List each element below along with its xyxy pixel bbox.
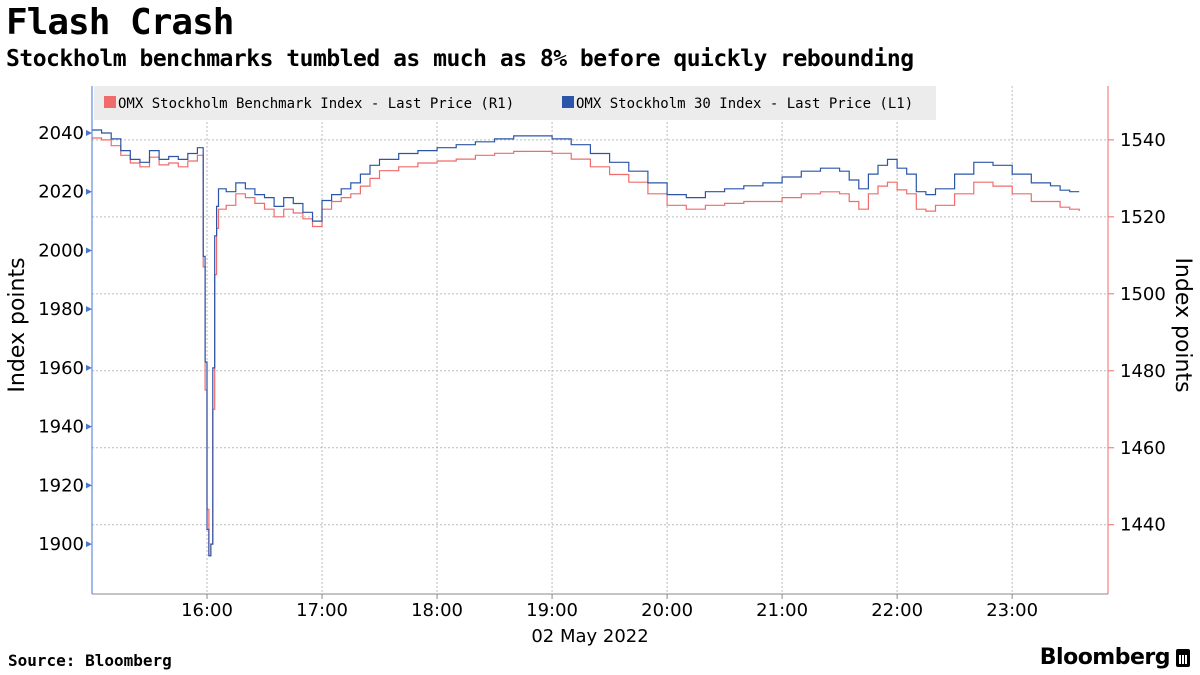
x-tick-label: 21:00: [756, 600, 808, 621]
legend-swatch-omx30: [562, 96, 574, 108]
y-left-tick-label: 1940: [38, 417, 84, 438]
y-left-tick: [86, 364, 92, 371]
x-tick-label: 18:00: [411, 600, 463, 621]
legend-swatch-benchmark: [104, 96, 116, 108]
y-left-tick-label: 1920: [38, 475, 84, 496]
y-left-tick: [86, 247, 92, 254]
y-left-tick-label: 1960: [38, 358, 84, 379]
y-left-tick: [86, 306, 92, 313]
x-tick-label: 23:00: [986, 600, 1038, 621]
y-right-tick-label: 1540: [1120, 130, 1166, 151]
y-left-tick: [86, 188, 92, 195]
x-tick-label: 20:00: [641, 600, 693, 621]
y-left-tick: [86, 423, 92, 430]
axes: 16:00 17:00 18:00 19:00 20:00 21:00 22:00 23:00…: [38, 86, 1166, 621]
legend-label-benchmark: OMX Stockholm Benchmark Index - Last Pri…: [118, 96, 514, 112]
bloomberg-bar-icon: [1176, 648, 1190, 667]
y-left-axis-title: Index points: [5, 257, 30, 392]
y-left-tick-label: 1980: [38, 299, 84, 320]
series-line-benchmark: [92, 137, 1080, 557]
source-note: Source: Bloomberg: [8, 651, 172, 670]
y-right-tick-label: 1520: [1120, 207, 1166, 228]
y-right-tick-label: 1460: [1120, 438, 1166, 459]
y-right-tick-label: 1500: [1120, 284, 1166, 305]
brand-wordmark: Bloomberg: [1039, 645, 1171, 670]
x-tick-label: 19:00: [526, 600, 578, 621]
brand-logo: Bloomberg: [1040, 645, 1190, 670]
chart-subtitle: Stockholm benchmarks tumbled as much as …: [6, 46, 914, 72]
y-left-tick: [86, 541, 92, 548]
legend: OMX Stockholm Benchmark Index - Last Pri…: [94, 86, 936, 120]
y-left-tick-label: 2040: [38, 123, 84, 144]
y-left-tick: [86, 129, 92, 136]
y-right-tick-label: 1440: [1120, 515, 1166, 536]
legend-background: [94, 86, 936, 120]
y-left-tick-label: 2000: [38, 240, 84, 261]
legend-label-omx30: OMX Stockholm 30 Index - Last Price (L1): [576, 96, 913, 112]
x-axis-date-label: 02 May 2022: [531, 626, 648, 647]
y-right-axis-title: Index points: [1170, 257, 1195, 392]
series-lines: [92, 129, 1080, 557]
x-tick-label: 16:00: [181, 600, 233, 621]
x-tick-label: 17:00: [296, 600, 348, 621]
y-left-tick: [86, 482, 92, 489]
y-left-tick-label: 2020: [38, 182, 84, 203]
grid-lines: [92, 86, 1108, 594]
y-right-tick-label: 1480: [1120, 361, 1166, 382]
y-left-tick-label: 1900: [38, 534, 84, 555]
chart-title: Flash Crash: [6, 2, 234, 43]
series-line-omx30: [92, 129, 1080, 557]
x-tick-label: 22:00: [871, 600, 923, 621]
